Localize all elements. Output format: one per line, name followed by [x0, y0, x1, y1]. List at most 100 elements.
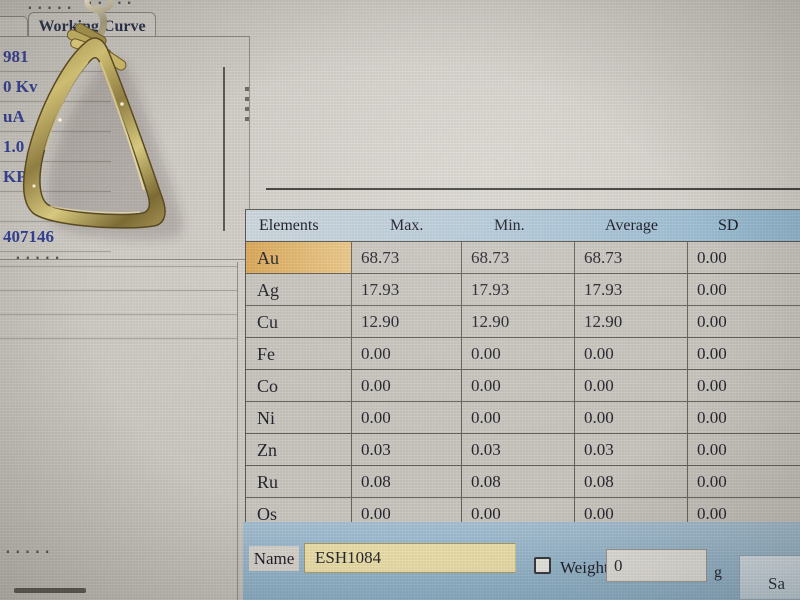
- column-header: Max.: [390, 217, 424, 234]
- sd-cell: 0.00: [688, 466, 800, 498]
- max-cell: 0.00: [352, 370, 462, 402]
- column-header: Min.: [494, 217, 525, 234]
- table-row[interactable]: Ru 0.08 0.08 0.08 0.00: [246, 466, 800, 498]
- table-body: Au 68.73 68.73 68.73 0.00 Ag 17.93 17.93…: [246, 242, 800, 528]
- table-row[interactable]: Ni 0.00 0.00 0.00 0.00: [246, 402, 800, 434]
- element-cell[interactable]: Cu: [246, 306, 352, 338]
- column-header: Elements: [259, 217, 319, 234]
- dots-mark: .....: [4, 542, 54, 557]
- min-cell: 0.08: [462, 466, 575, 498]
- sample-name-input[interactable]: ESH1084: [304, 543, 516, 573]
- list-row: [0, 315, 237, 339]
- parameter-value: 1.0: [3, 137, 25, 156]
- element-cell[interactable]: Fe: [246, 338, 352, 370]
- element-cell[interactable]: Co: [246, 370, 352, 402]
- sample-footer-bar: Name ESH1084 Weight 0 g Sa: [243, 522, 800, 600]
- parameter-value: 407146: [3, 227, 54, 246]
- average-cell: 17.93: [575, 274, 688, 306]
- parameter-value: 981: [3, 47, 29, 66]
- min-cell: 0.03: [462, 434, 575, 466]
- table-row[interactable]: Fe 0.00 0.00 0.00 0.00: [246, 338, 800, 370]
- average-cell: 0.08: [575, 466, 688, 498]
- max-cell: 68.73: [352, 242, 462, 274]
- vertical-rule: [223, 67, 225, 231]
- element-cell[interactable]: Os: [246, 498, 352, 528]
- sd-cell: 0.00: [688, 498, 800, 528]
- separator-line: [266, 188, 800, 190]
- parameter-row: KPa: [0, 162, 111, 192]
- gram-unit-label: g: [714, 564, 722, 581]
- table-row[interactable]: Ag 17.93 17.93 17.93 0.00: [246, 274, 800, 306]
- average-cell: 0.03: [575, 434, 688, 466]
- name-label: Name: [249, 546, 299, 571]
- element-cell[interactable]: Ru: [246, 466, 352, 498]
- min-cell: 0.00: [462, 338, 575, 370]
- max-cell: 0.08: [352, 466, 462, 498]
- dots-mark: .....: [26, 0, 76, 13]
- parameter-row: [0, 192, 111, 222]
- max-cell: 0.00: [352, 338, 462, 370]
- min-cell: 0.00: [462, 402, 575, 434]
- parameter-row: 1.0: [0, 132, 111, 162]
- table-row[interactable]: Cu 12.90 12.90 12.90 0.00: [246, 306, 800, 338]
- sd-cell: 0.00: [688, 242, 800, 274]
- sd-cell: 0.00: [688, 306, 800, 338]
- weight-input[interactable]: 0: [606, 549, 707, 582]
- table-row[interactable]: Zn 0.03 0.03 0.03 0.00: [246, 434, 800, 466]
- max-cell: 17.93: [352, 274, 462, 306]
- list-row: [0, 291, 237, 315]
- results-table: Elements Max. Min. Average SD Au 68.73 6…: [245, 209, 800, 529]
- screen-artifact-dash: [14, 588, 86, 593]
- parameter-panel: 981 0 Kv uA 1.0 KPa: [0, 36, 250, 260]
- scrollbar-dots: [245, 87, 249, 127]
- average-cell: 0.00: [575, 370, 688, 402]
- average-cell: 68.73: [575, 242, 688, 274]
- average-cell: 0.00: [575, 402, 688, 434]
- sd-cell: 0.00: [688, 370, 800, 402]
- element-cell[interactable]: Zn: [246, 434, 352, 466]
- list-row: [0, 267, 237, 291]
- parameter-row: 0 Kv: [0, 72, 111, 102]
- save-button[interactable]: Sa: [739, 555, 800, 600]
- average-cell: 0.00: [575, 338, 688, 370]
- parameter-value: 0 Kv: [3, 77, 38, 96]
- max-cell: 12.90: [352, 306, 462, 338]
- min-cell: 12.90: [462, 306, 575, 338]
- column-header: SD: [718, 217, 739, 234]
- table-row[interactable]: Os 0.00 0.00 0.00 0.00: [246, 498, 800, 528]
- parameter-row: 981: [0, 42, 111, 72]
- dots-mark: .....: [86, 0, 136, 8]
- element-cell[interactable]: Ni: [246, 402, 352, 434]
- sd-cell: 0.00: [688, 402, 800, 434]
- min-cell: 17.93: [462, 274, 575, 306]
- parameter-list: 981 0 Kv uA 1.0 KPa: [0, 42, 111, 252]
- left-list: [0, 266, 237, 339]
- parameter-row: 407146: [0, 222, 111, 252]
- parameter-value: KPa: [3, 167, 36, 186]
- column-header: Average: [605, 217, 658, 234]
- sd-cell: 0.00: [688, 274, 800, 306]
- parameter-row: uA: [0, 102, 111, 132]
- min-cell: 0.00: [462, 498, 575, 528]
- average-cell: 12.90: [575, 306, 688, 338]
- max-cell: 0.00: [352, 498, 462, 528]
- weight-label: Weight: [560, 558, 609, 577]
- dots-mark: .....: [14, 248, 64, 263]
- tab-working-curve[interactable]: Working Curve: [28, 12, 156, 39]
- table-row[interactable]: Co 0.00 0.00 0.00 0.00: [246, 370, 800, 402]
- weight-checkbox[interactable]: [534, 557, 551, 574]
- element-cell[interactable]: Au: [246, 242, 352, 274]
- min-cell: 0.00: [462, 370, 575, 402]
- min-cell: 68.73: [462, 242, 575, 274]
- table-row[interactable]: Au 68.73 68.73 68.73 0.00: [246, 242, 800, 274]
- max-cell: 0.03: [352, 434, 462, 466]
- sd-cell: 0.00: [688, 338, 800, 370]
- table-header-row: Elements Max. Min. Average SD: [246, 210, 800, 242]
- element-cell[interactable]: Ag: [246, 274, 352, 306]
- parameter-value: uA: [3, 107, 25, 126]
- panel-divider-line: [237, 262, 238, 600]
- average-cell: 0.00: [575, 498, 688, 528]
- max-cell: 0.00: [352, 402, 462, 434]
- parameter-value: [0, 200, 3, 205]
